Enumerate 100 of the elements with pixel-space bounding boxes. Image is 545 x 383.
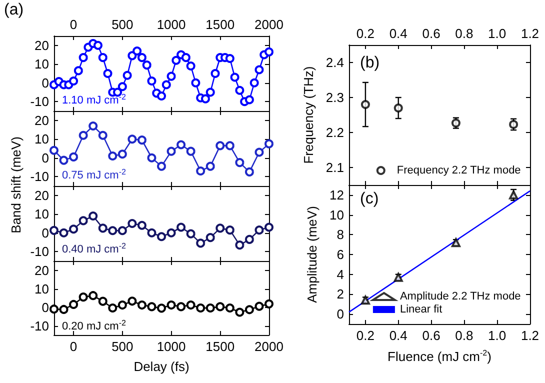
y-tick-label: 10 bbox=[34, 132, 49, 147]
point bbox=[225, 303, 234, 312]
x2-tick-label: 1.0 bbox=[488, 26, 506, 41]
x-tick-label: 1.2 bbox=[520, 328, 540, 343]
point bbox=[157, 162, 166, 171]
point bbox=[206, 303, 215, 312]
point bbox=[394, 104, 403, 112]
point bbox=[137, 220, 146, 230]
y-tick-label: -10 bbox=[30, 169, 49, 184]
point bbox=[128, 296, 137, 306]
point bbox=[230, 72, 240, 82]
y-tick-label: 0 bbox=[42, 225, 49, 240]
y-tick-label: 4 bbox=[336, 266, 344, 282]
point bbox=[88, 122, 98, 130]
point bbox=[69, 152, 78, 162]
point bbox=[147, 153, 156, 162]
point bbox=[128, 134, 137, 144]
point bbox=[264, 299, 274, 308]
y-axis-title: Frequency (THz) bbox=[301, 66, 316, 164]
point bbox=[78, 216, 88, 226]
point bbox=[166, 300, 176, 310]
x2-tick-label: 0 bbox=[70, 17, 78, 32]
x-axis-title: Delay (fs) bbox=[134, 359, 190, 374]
x-tick-label: 500 bbox=[112, 339, 134, 354]
point bbox=[196, 303, 206, 312]
x2-tick-label: 1500 bbox=[206, 17, 235, 32]
y-tick-label: 0 bbox=[42, 300, 49, 315]
point bbox=[118, 82, 127, 92]
point bbox=[264, 139, 274, 148]
point bbox=[128, 219, 137, 228]
y-tick-label: 10 bbox=[34, 206, 49, 222]
point bbox=[244, 234, 254, 244]
x2-tick-label: 1000 bbox=[156, 17, 186, 32]
point bbox=[264, 47, 274, 56]
point bbox=[78, 292, 88, 302]
point bbox=[244, 95, 254, 104]
point bbox=[216, 302, 225, 312]
y-tick-label: 20 bbox=[34, 112, 49, 128]
legend-label: Amplitude 2.2 THz mode bbox=[400, 290, 521, 302]
point bbox=[360, 100, 370, 109]
point bbox=[142, 60, 152, 70]
point bbox=[132, 46, 142, 56]
point bbox=[147, 76, 156, 86]
point bbox=[196, 238, 206, 248]
point bbox=[264, 222, 274, 232]
x-tick-label: 0 bbox=[70, 339, 78, 354]
x2-tick-label: 0.4 bbox=[389, 26, 408, 41]
point bbox=[98, 53, 108, 62]
y-axis-title: Band shift (meV) bbox=[8, 136, 24, 234]
point bbox=[509, 120, 518, 129]
y-tick-label: 8 bbox=[336, 227, 344, 242]
point bbox=[254, 302, 264, 311]
point bbox=[210, 69, 220, 78]
point bbox=[206, 88, 215, 97]
y-tick-label: -10 bbox=[30, 244, 49, 260]
point bbox=[244, 167, 254, 176]
point bbox=[147, 302, 156, 312]
point bbox=[50, 226, 58, 235]
point bbox=[186, 229, 196, 238]
point bbox=[59, 304, 68, 314]
point bbox=[186, 146, 196, 156]
point bbox=[186, 62, 196, 70]
point bbox=[88, 212, 98, 220]
y-tick-label: 10 bbox=[34, 281, 49, 296]
point bbox=[235, 86, 244, 95]
point bbox=[59, 156, 68, 165]
annotation: (b) bbox=[360, 54, 380, 72]
point bbox=[181, 53, 190, 62]
point bbox=[254, 65, 264, 74]
point bbox=[191, 78, 200, 88]
legend-label: Frequency 2.2 THz mode bbox=[396, 164, 521, 176]
point bbox=[98, 296, 108, 306]
point bbox=[216, 141, 225, 150]
x-tick-label: 1000 bbox=[156, 339, 186, 354]
point bbox=[186, 300, 196, 310]
x2-tick-label: 0.6 bbox=[422, 26, 440, 41]
point bbox=[176, 140, 186, 150]
y-tick-label: 2 bbox=[336, 286, 344, 302]
x-tick-label: 1.0 bbox=[488, 328, 506, 343]
point bbox=[118, 150, 127, 159]
y-tick-label: 10 bbox=[34, 56, 49, 72]
point bbox=[122, 70, 132, 80]
point bbox=[216, 224, 225, 233]
point bbox=[98, 224, 108, 233]
x-tick-label: 0.8 bbox=[455, 328, 474, 343]
x2-tick-label: 1.2 bbox=[520, 26, 540, 41]
point bbox=[69, 300, 78, 309]
point bbox=[88, 291, 98, 300]
text: (a) bbox=[4, 2, 24, 18]
point bbox=[166, 228, 176, 238]
point bbox=[147, 228, 156, 238]
point bbox=[137, 136, 146, 145]
point bbox=[118, 300, 127, 310]
point bbox=[50, 146, 58, 155]
y-tick-label: 2.4 bbox=[326, 55, 344, 70]
annotation: (c) bbox=[360, 190, 379, 208]
point bbox=[108, 226, 118, 236]
point bbox=[108, 303, 118, 312]
point bbox=[93, 40, 102, 50]
point bbox=[254, 148, 264, 157]
